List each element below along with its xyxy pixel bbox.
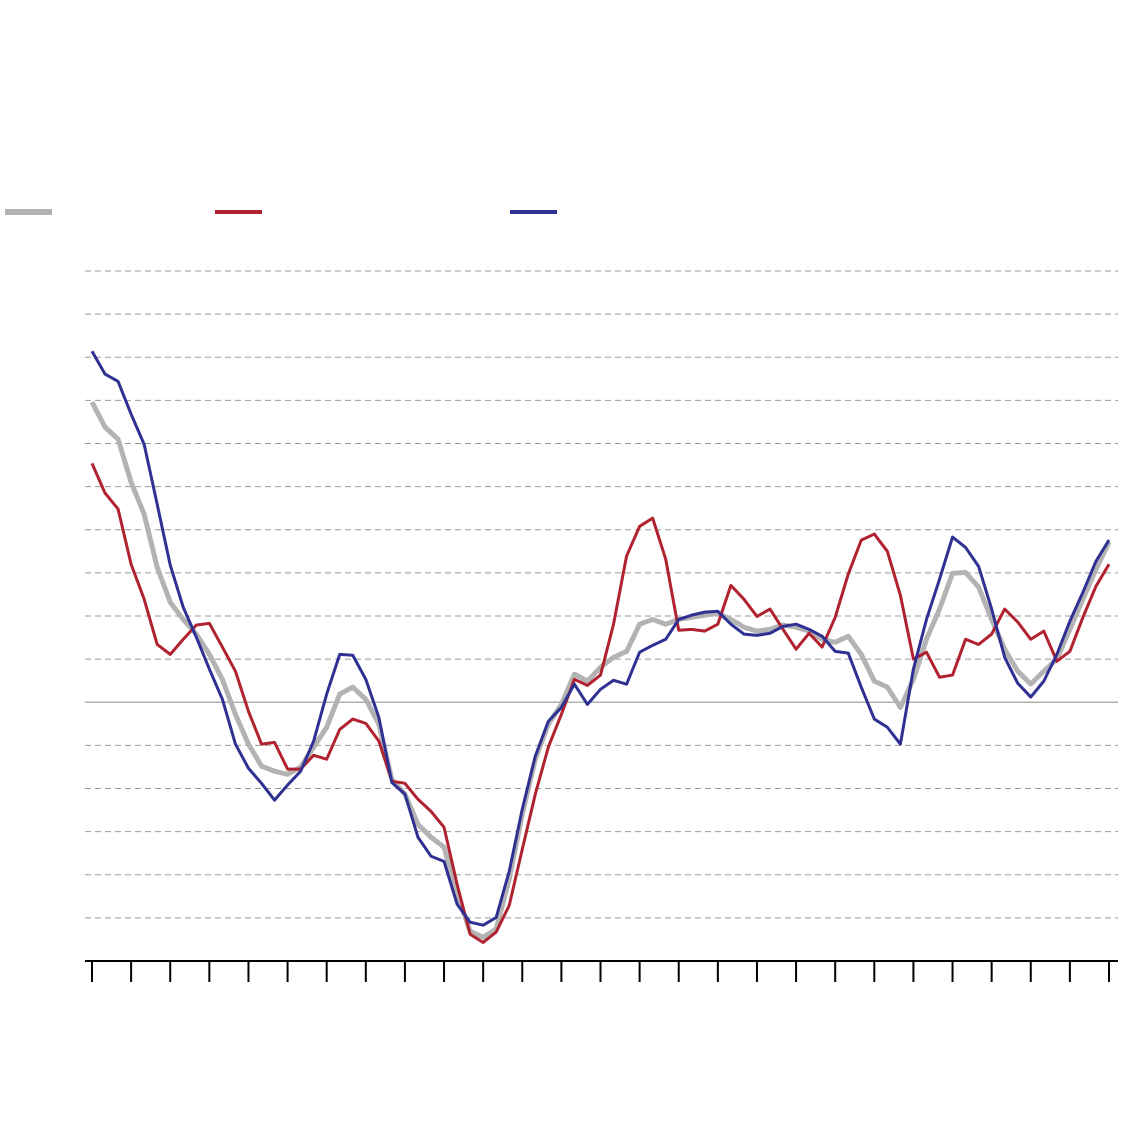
series-line (89, 400, 1112, 940)
series-line (90, 462, 1111, 944)
series-line (90, 350, 1111, 927)
